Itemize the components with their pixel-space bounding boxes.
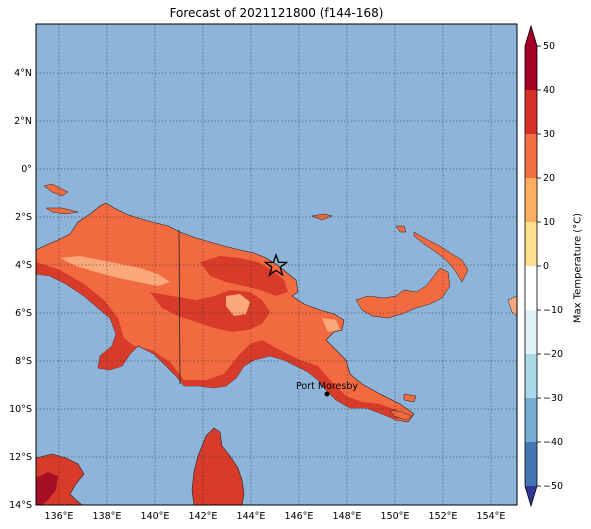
island-southeast-1 [403,393,417,403]
lat-tick-8s: 8°S [15,356,32,367]
colorbar-tick-m30: −30 [543,393,563,404]
colorbar-band-m40-m30 [525,398,537,442]
island-new-britain [355,267,451,319]
colorbar-bottom-arrow [525,486,537,506]
colorbar-tick-marks [537,45,541,487]
lon-tick-138: 138°E [93,511,122,522]
colorbar-band-m20-m10 [525,310,537,354]
colorbar-tick-50: 50 [543,41,555,52]
lat-tick-10s: 10°S [9,404,32,415]
lon-tick-136: 136°E [45,511,74,522]
lon-tick-150: 150°E [381,511,410,522]
island-new-ireland [395,225,469,283]
warm-zone-highlands [60,256,170,286]
hot-zone-north [200,256,288,296]
city-marker [324,391,330,397]
colorbar-band-40-50 [525,46,537,90]
lon-tick-154: 154°E [477,511,506,522]
australia-hot-spot [36,472,58,505]
colorbar-tick-30: 30 [543,129,555,140]
lat-tick-4s: 4°S [15,260,32,271]
warm-zone-east [322,318,340,332]
lon-tick-144: 144°E [237,511,266,522]
island-southeast-2 [389,409,413,421]
city-label: Port Moresby [296,381,358,392]
star-marker [263,253,289,277]
colorbar-tick-0: 0 [543,261,549,272]
lon-tick-152: 152°E [429,511,458,522]
australia-cape-york [191,427,245,506]
colorbar-tick-40: 40 [543,85,555,96]
colorbar-band-20-30 [525,134,537,178]
colorbar-band-m10-0 [525,266,537,310]
colorbar-tick-20: 20 [543,173,555,184]
lat-tick-labels: 4°N 2°N 0° 2°S 4°S 6°S 8°S 10°S 12°S 14°… [9,68,32,511]
lon-tick-148: 148°E [333,511,362,522]
colorbar-band-10-20 [525,178,537,222]
colorbar-label: Max Temperature (°C) [572,212,584,324]
colorbar-band-0-10 [525,222,537,266]
colorbar-tick-m10: −10 [543,305,563,316]
colorbar-tick-10: 10 [543,217,555,228]
colorbar-band-m30-m20 [525,354,537,398]
lon-tick-146: 146°E [285,511,314,522]
warm-zone-ridge [226,294,250,316]
lat-tick-0: 0° [21,164,32,175]
island-biak [43,183,69,197]
colorbar: 50 40 30 20 10 0 −10 −20 −30 −40 −50 [524,24,563,508]
colorbar-band-m50-m40 [525,442,537,486]
colorbar-top-arrow [525,26,537,46]
map-title: Forecast of 2021121800 (f144-168) [169,6,384,20]
colorbar-tick-m50: −50 [543,481,563,492]
colorbar-tick-m40: −40 [543,437,563,448]
colorbar-band-30-40 [525,90,537,134]
lat-tick-14s: 14°S [9,500,32,511]
lat-tick-12s: 12°S [9,452,32,463]
lon-tick-140: 140°E [141,511,170,522]
lon-tick-142: 142°E [189,511,218,522]
lat-tick-2s: 2°S [15,212,32,223]
lat-tick-2n: 2°N [14,116,32,127]
hot-zone-west [36,262,404,420]
map-frame [35,23,518,506]
border-line [178,229,181,385]
colorbar-tick-m20: −20 [543,349,563,360]
lat-tick-6s: 6°S [15,308,32,319]
island-manus [311,213,333,221]
lon-tick-labels: 136°E 138°E 140°E 142°E 144°E 146°E 148°… [45,511,506,522]
island-yapen [45,207,79,215]
lat-tick-4n: 4°N [14,68,32,79]
